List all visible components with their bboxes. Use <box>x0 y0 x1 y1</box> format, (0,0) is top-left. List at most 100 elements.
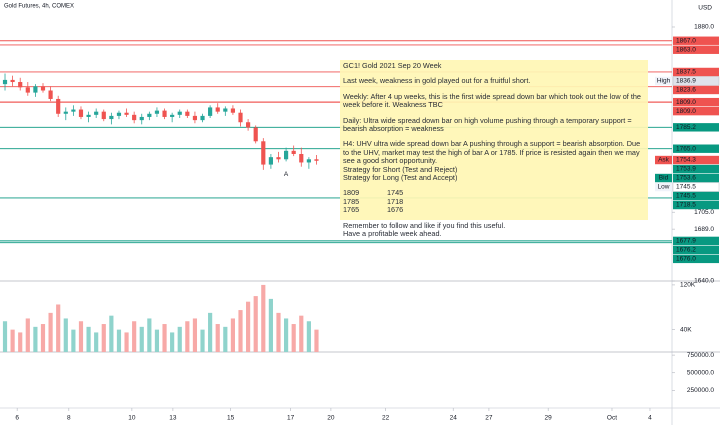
note-closing-line: Have a profitable week ahead. <box>343 229 442 239</box>
candle-body <box>101 111 106 120</box>
volume-bar <box>261 284 266 352</box>
note-paragraph: H4: UHV ultra wide spread down bar A pus… <box>343 139 641 166</box>
volume-tick-label: 120K <box>680 282 696 289</box>
candle-body <box>2 79 8 85</box>
note-row: 1765 1676 <box>343 205 645 215</box>
y-tick-label: 1880.0 <box>694 24 714 31</box>
candle-body <box>78 109 84 117</box>
volume-bar <box>314 329 319 352</box>
note-closing: Remember to follow and like if you find … <box>343 221 645 239</box>
candle-body <box>253 127 258 142</box>
volume-bar <box>56 304 61 352</box>
x-tick-label: 17 <box>287 415 295 422</box>
lower-pane-tick-label: 750000.0 <box>687 352 714 359</box>
candle-body <box>192 115 198 121</box>
note-cell: 1785 <box>343 196 360 206</box>
price-label: 1745.5 <box>676 184 696 191</box>
candle-body <box>215 107 220 112</box>
candle-body <box>109 115 114 120</box>
volume-bar <box>86 326 91 352</box>
volume-bar <box>223 326 228 352</box>
note-strategy: Strategy for Short (Test and Reject) <box>343 164 458 174</box>
y-tick-label: 1705.0 <box>694 209 714 216</box>
price-label-box <box>673 164 719 174</box>
note-row: 1785 1718 <box>343 196 645 206</box>
candle-body <box>238 112 243 123</box>
volume-bar <box>284 318 289 352</box>
volume-bar <box>177 326 182 352</box>
price-label-box <box>673 254 719 264</box>
candle-body <box>223 108 228 112</box>
price-label: 1677.9 <box>676 238 696 245</box>
x-tick-label: 8 <box>67 415 71 422</box>
volume-bar <box>101 324 106 352</box>
price-tag: Bid <box>659 175 669 182</box>
volume-bar <box>291 324 296 352</box>
price-tag: Low <box>658 184 670 191</box>
price-label-box <box>673 173 719 183</box>
price-label-box <box>672 76 720 86</box>
volume-bar <box>154 329 160 352</box>
note-cell: 1765 <box>343 205 360 215</box>
volume-bar <box>276 312 281 352</box>
candle-body <box>276 157 281 160</box>
price-tag-box <box>655 182 672 192</box>
volume-bar <box>10 329 15 352</box>
candle-body <box>86 114 91 117</box>
volume-bar <box>71 329 76 352</box>
note-table: 1809 1745 1785 1718 1765 1676 <box>343 189 645 215</box>
note-cell: 1718 <box>387 196 404 206</box>
volume-bar <box>200 329 205 352</box>
price-tag: Ask <box>658 157 670 164</box>
lower-pane-tick-label: 500000.0 <box>687 369 714 376</box>
price-label-box <box>673 245 719 255</box>
x-tick-label: 15 <box>227 415 235 422</box>
note-cell: 1676 <box>387 205 404 215</box>
candle-body <box>177 111 182 115</box>
price-label: 1753.6 <box>676 175 696 182</box>
price-label: 1753.9 <box>676 166 696 173</box>
volume-bar <box>40 324 46 352</box>
volume-bar <box>253 296 258 352</box>
volume-bar <box>306 321 311 352</box>
price-label-box <box>673 45 719 54</box>
x-tick-label: 20 <box>327 415 335 422</box>
volume-bar <box>246 301 251 352</box>
candle-body <box>306 159 311 163</box>
x-tick-label: 29 <box>545 415 553 422</box>
x-tick-label: 24 <box>450 415 458 422</box>
price-label: 1676.2 <box>676 247 696 254</box>
volume-bar <box>268 298 273 352</box>
volume-bar <box>208 312 213 352</box>
candle-body <box>139 116 144 121</box>
candle-body <box>200 115 205 121</box>
volume-bar <box>230 318 236 352</box>
volume-bar <box>139 326 144 352</box>
candle-body <box>94 111 99 115</box>
volume-bar <box>18 332 23 352</box>
y-tick-label: 1640.0 <box>694 278 714 285</box>
note-body: Last week, weakness in gold played out f… <box>343 76 645 239</box>
volume-bar <box>185 321 190 352</box>
price-label: 1809.0 <box>676 99 696 106</box>
note-paragraph: Daily: Ultra wide spread down bar on hig… <box>343 115 632 134</box>
x-tick-label: 13 <box>169 415 177 422</box>
volume-bar <box>116 329 122 352</box>
price-label-box <box>673 144 719 153</box>
candle-body <box>268 157 273 165</box>
candle-body <box>56 98 61 114</box>
price-label-box <box>673 36 719 45</box>
price-label-box <box>673 123 719 132</box>
candle-body <box>132 114 137 121</box>
price-label: 1676.0 <box>676 256 696 263</box>
volume-bar <box>147 318 152 352</box>
note-strategy: Strategy for Long (Test and Accept) <box>343 173 458 183</box>
price-label: 1837.5 <box>676 69 696 76</box>
price-label-box <box>673 106 719 116</box>
note-box: GC1! Gold 2021 Sep 20 Week Last week, we… <box>340 60 648 238</box>
volume-tick-label: 40K <box>680 326 692 333</box>
candle-body <box>230 108 236 113</box>
volume-bar <box>238 310 243 352</box>
volume-bar <box>78 321 84 352</box>
price-label: 1809.0 <box>676 108 696 115</box>
